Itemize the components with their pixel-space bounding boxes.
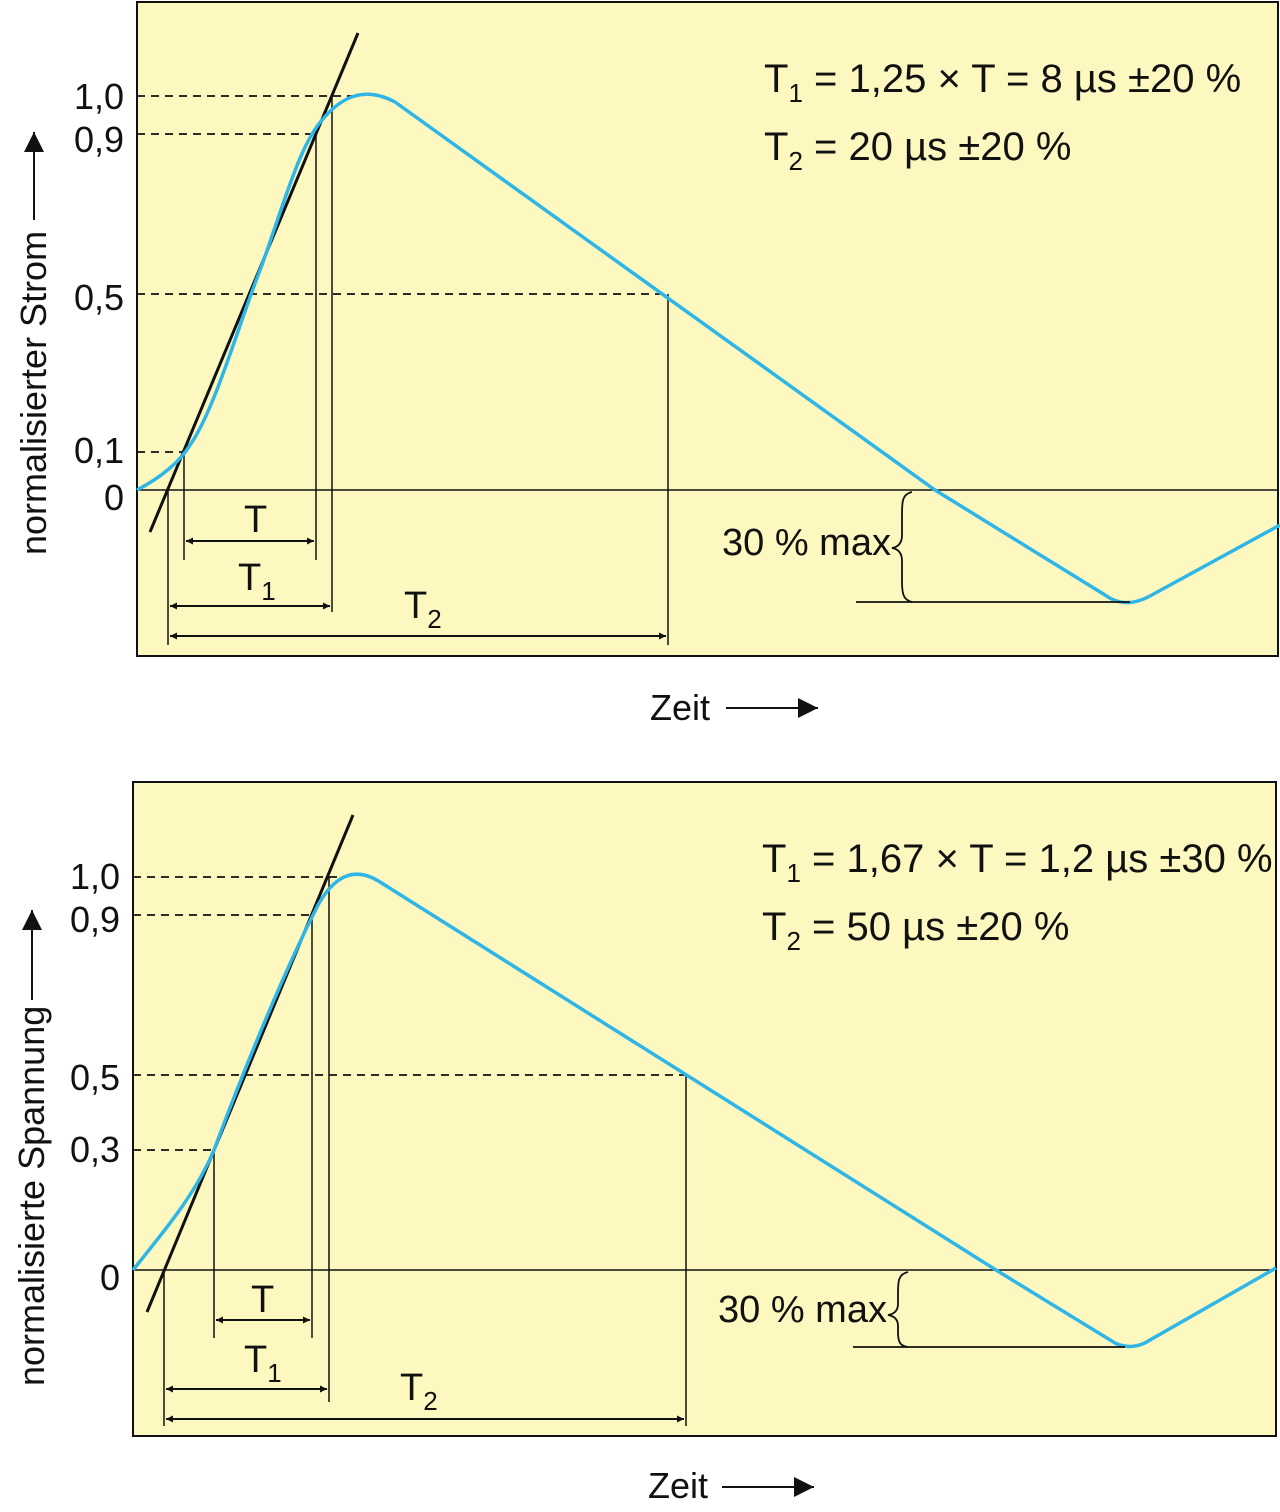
interval-t-label: T: [244, 499, 267, 541]
plot-area: [132, 781, 1277, 1437]
front-tangent-line: [145, 814, 355, 1313]
y-tick-label: 0,5: [74, 277, 124, 318]
voltage-impulse-diagram: 30 % max T T1 T2 T1 = 1,67 × T = 1,2 µs …: [11, 781, 1277, 1506]
y-tick-label: 1,0: [70, 856, 120, 897]
undershoot-brace: [887, 1271, 909, 1348]
undershoot-brace: [891, 491, 913, 603]
undershoot-label: 30 % max: [718, 1289, 887, 1331]
x-axis-label: Zeit: [650, 687, 710, 728]
y-tick-label: 0,1: [74, 430, 124, 471]
equation-t1: T1 = 1,25 × T = 8 µs ±20 %: [764, 57, 1241, 108]
interval-t1-label: T1: [244, 1339, 282, 1388]
y-tick-label: 0,5: [70, 1057, 120, 1098]
y-tick-label: 0,3: [70, 1129, 120, 1170]
interval-t2-label: T2: [400, 1367, 438, 1416]
equation-t1: T1 = 1,67 × T = 1,2 µs ±30 %: [762, 837, 1273, 888]
y-tick-label: 0: [100, 1257, 120, 1298]
current-waveform-curve: [136, 92, 1280, 605]
y-tick-label: 0,9: [70, 899, 120, 940]
interval-t1-label: T1: [238, 557, 276, 606]
interval-t-label: T: [251, 1279, 274, 1321]
y-tick-label: 0: [104, 477, 124, 518]
undershoot-label: 30 % max: [722, 522, 891, 564]
y-axis-label: normalisierter Strom: [13, 231, 54, 555]
current-impulse-diagram: 30 % max T T1 T2 T1 = 1,25 × T = 8 µs ±2…: [13, 1, 1280, 728]
y-axis-label: normalisierte Spannung: [11, 1006, 52, 1386]
equation-t2: T2 = 20 µs ±20 %: [764, 125, 1071, 176]
y-tick-label: 0,9: [74, 119, 124, 160]
interval-t2-label: T2: [404, 585, 442, 634]
y-tick-label: 1,0: [74, 76, 124, 117]
plot-area: [136, 1, 1279, 657]
equation-t2: T2 = 50 µs ±20 %: [762, 905, 1069, 956]
voltage-waveform-curve: [131, 872, 1277, 1349]
x-axis-label: Zeit: [648, 1465, 708, 1506]
